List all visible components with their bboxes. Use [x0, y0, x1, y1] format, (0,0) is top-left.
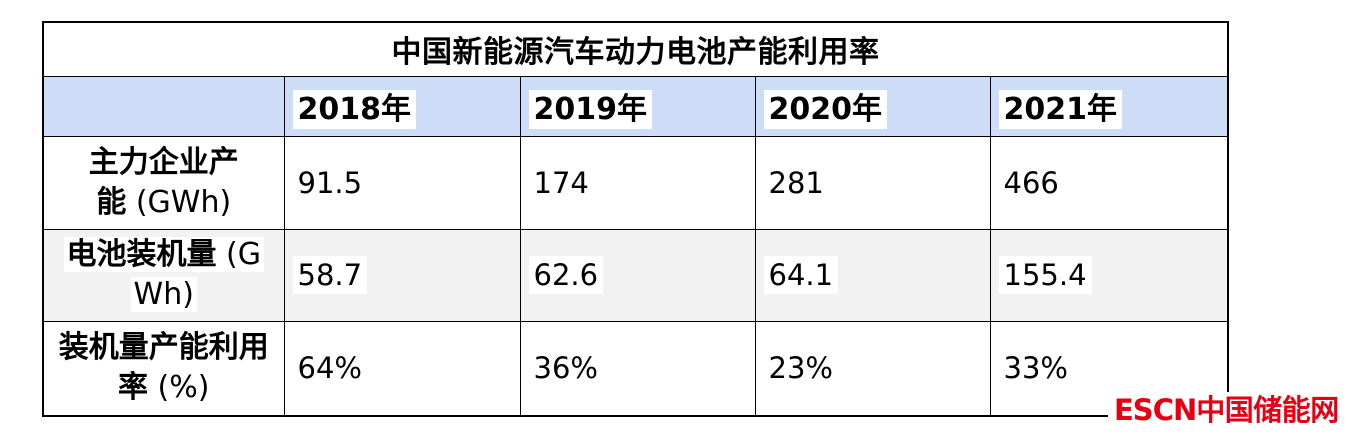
corner-cell [42, 75, 285, 137]
cell-utilization-2018: 64% [283, 320, 521, 417]
cell-installed-2021: 155.4 [989, 228, 1229, 322]
label-regular: (GWh) [126, 184, 232, 220]
label-regular: (%) [148, 370, 210, 406]
cell-value: 64.1 [763, 256, 839, 294]
label-regular: Wh) [133, 277, 194, 312]
cell-value: 33% [998, 349, 1073, 388]
col-header-2020: 2020年 [754, 75, 991, 137]
row-label-capacity: 主力企业产 能 (GWh) [42, 135, 285, 230]
cell-capacity-2019: 174 [519, 135, 756, 230]
cell-value: 174 [528, 163, 594, 202]
row-label-line1: 电池装机量 (G [45, 235, 283, 275]
cell-value: 466 [998, 163, 1064, 202]
cell-installed-2019: 62.6 [519, 228, 756, 322]
row-label-line1: 装机量产能利用 [45, 328, 283, 368]
col-header-2018: 2018年 [283, 75, 521, 137]
cell-capacity-2021: 466 [989, 135, 1229, 230]
table-row-capacity: 主力企业产 能 (GWh) 91.5 174 281 466 [42, 135, 1229, 230]
cell-utilization-2019: 36% [519, 320, 756, 417]
battery-capacity-table: 中国新能源汽车动力电池产能利用率 2018年 2019年 2020年 2021年… [42, 21, 1230, 417]
col-header-label: 2021年 [998, 90, 1122, 129]
col-header-2019: 2019年 [519, 75, 756, 137]
label-bold: 能 [96, 184, 127, 220]
col-header-label: 2019年 [528, 90, 652, 129]
cell-capacity-2018: 91.5 [283, 135, 521, 230]
table-title: 中国新能源汽车动力电池产能利用率 [42, 21, 1229, 77]
cell-value: 155.4 [998, 256, 1092, 294]
label-bold: 电池装机量 [66, 237, 217, 272]
header-row: 2018年 2019年 2020年 2021年 [42, 75, 1229, 137]
cell-value: 36% [528, 349, 603, 388]
col-header-label: 2018年 [292, 90, 416, 129]
escn-logo-cn-text: 中国储能网 [1196, 393, 1339, 427]
cell-utilization-2020: 23% [754, 320, 991, 417]
label-bold: 装机量产能利用 [58, 330, 269, 366]
escn-logo-en-text: ESCN [1114, 393, 1197, 427]
table-row-utilization: 装机量产能利用 率 (%) 64% 36% 23% 33% [42, 320, 1229, 417]
table-row-installed: 电池装机量 (G Wh) 58.7 62.6 64.1 155.4 [42, 228, 1229, 322]
row-label-line2: 率 (%) [45, 368, 283, 408]
title-row: 中国新能源汽车动力电池产能利用率 [42, 21, 1229, 77]
label-bold: 率 [118, 370, 149, 406]
cell-installed-2018: 58.7 [283, 228, 521, 322]
cell-value: 23% [763, 349, 838, 388]
label-bold: 主力企业产 [88, 144, 239, 180]
label-regular: (G [216, 237, 261, 272]
cell-value: 91.5 [292, 163, 368, 202]
cell-installed-2020: 64.1 [754, 228, 991, 322]
col-header-label: 2020年 [763, 90, 887, 129]
cell-value: 281 [763, 163, 829, 202]
row-label-line2: Wh) [45, 275, 283, 315]
row-label-utilization: 装机量产能利用 率 (%) [42, 320, 285, 417]
cell-value: 58.7 [292, 256, 368, 294]
cell-capacity-2020: 281 [754, 135, 991, 230]
cell-value: 62.6 [528, 256, 604, 294]
cell-value: 64% [292, 349, 367, 388]
col-header-2021: 2021年 [989, 75, 1229, 137]
row-label-installed: 电池装机量 (G Wh) [42, 228, 285, 322]
row-label-line2: 能 (GWh) [45, 183, 283, 223]
escn-logo: ESCN中国储能网 [1108, 392, 1341, 430]
row-label-line1: 主力企业产 [45, 143, 283, 183]
